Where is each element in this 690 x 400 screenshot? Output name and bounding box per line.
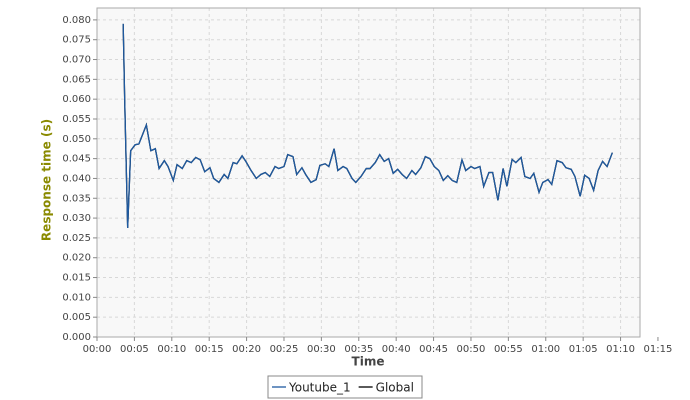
y-tick-label: 0.055 bbox=[62, 114, 91, 125]
y-tick-label: 0.070 bbox=[62, 55, 91, 66]
x-tick-label: 00:15 bbox=[195, 344, 224, 355]
y-axis-title: Response time (s) bbox=[40, 119, 54, 241]
x-tick-label: 00:50 bbox=[457, 344, 486, 355]
y-tick-label: 0.050 bbox=[62, 134, 91, 145]
x-tick-label: 00:40 bbox=[382, 344, 411, 355]
y-tick-label: 0.000 bbox=[62, 332, 91, 343]
x-tick-label: 00:25 bbox=[270, 344, 299, 355]
x-tick-label: 00:30 bbox=[307, 344, 336, 355]
legend-box bbox=[267, 375, 423, 399]
legend-label: Youtube_1 bbox=[288, 381, 351, 395]
y-tick-label: 0.015 bbox=[62, 273, 91, 284]
x-tick-label: 01:10 bbox=[606, 344, 635, 355]
y-tick-label: 0.010 bbox=[62, 292, 91, 303]
ticks: 0.000 0.005 0.010 0.015 0.020 0.025 0.030 0.035… bbox=[62, 15, 672, 355]
plot-area bbox=[97, 8, 640, 337]
y-tick-label: 0.060 bbox=[62, 94, 91, 105]
y-tick-label: 0.030 bbox=[62, 213, 91, 224]
y-tick-label: 0.005 bbox=[62, 312, 91, 323]
lines bbox=[122, 23, 613, 229]
y-tick-label: 0.045 bbox=[62, 154, 91, 165]
y-tick-label: 0.065 bbox=[62, 74, 91, 85]
x-tick-label: 00:10 bbox=[157, 344, 186, 355]
series-line bbox=[122, 23, 613, 229]
y-tick-label: 0.020 bbox=[62, 253, 91, 264]
x-tick-label: 01:05 bbox=[569, 344, 598, 355]
x-tick-label: 00:05 bbox=[120, 344, 149, 355]
y-tick-label: 0.035 bbox=[62, 193, 91, 204]
legend-label: Global bbox=[376, 381, 414, 395]
x-tick-label: 00:20 bbox=[232, 344, 261, 355]
legend: Youtube_1 Global bbox=[272, 381, 414, 395]
x-tick-label: 00:35 bbox=[344, 344, 373, 355]
x-tick-label: 00:55 bbox=[494, 344, 523, 355]
y-tick-label: 0.040 bbox=[62, 173, 91, 184]
y-tick-label: 0.080 bbox=[62, 15, 91, 26]
x-tick-label: 01:15 bbox=[644, 344, 673, 355]
y-tick-label: 0.075 bbox=[62, 35, 91, 46]
plot-frame bbox=[96, 7, 641, 338]
grid bbox=[97, 8, 640, 337]
x-tick-label: 01:00 bbox=[531, 344, 560, 355]
x-axis-title: Time bbox=[352, 355, 385, 369]
y-tick-label: 0.025 bbox=[62, 233, 91, 244]
x-tick-label: 00:00 bbox=[83, 344, 112, 355]
x-tick-label: 00:45 bbox=[419, 344, 448, 355]
